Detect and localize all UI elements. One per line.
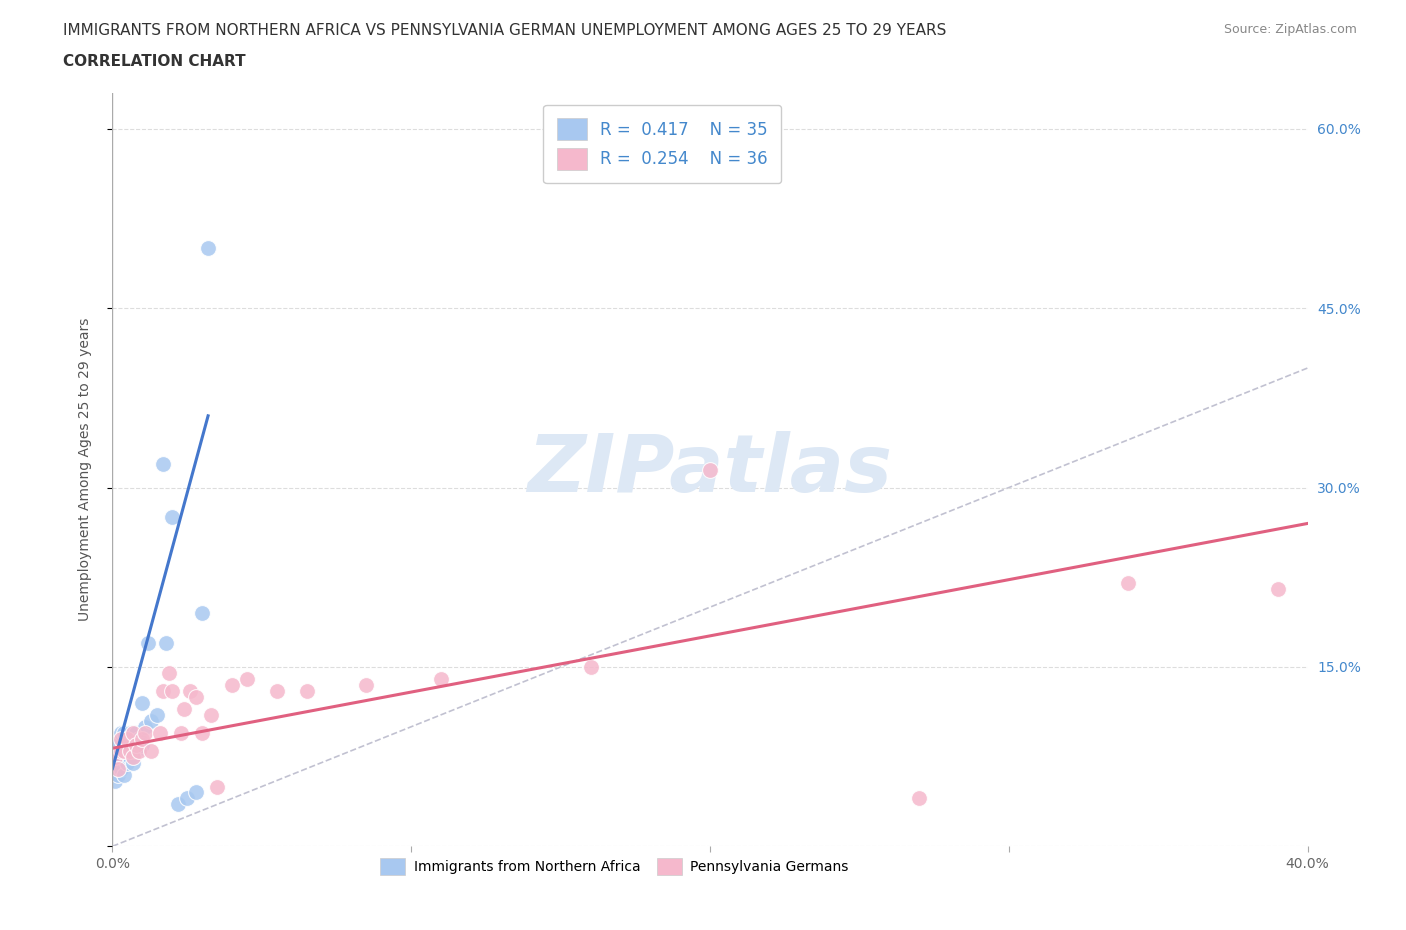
Point — [162, 510, 183, 525]
Text: IMMIGRANTS FROM NORTHERN AFRICA VS PENNSYLVANIA GERMAN UNEMPLOYMENT AMONG AGES 2: IMMIGRANTS FROM NORTHERN AFRICA VS PENNS… — [63, 23, 946, 38]
Point — [110, 761, 132, 776]
Point — [1267, 582, 1289, 597]
Point — [128, 743, 150, 758]
Point — [122, 750, 145, 764]
Point — [1118, 576, 1140, 591]
Point — [110, 731, 132, 746]
Point — [430, 671, 453, 686]
Point — [125, 725, 148, 740]
Point — [908, 791, 931, 806]
Point — [205, 779, 228, 794]
Point — [107, 767, 129, 782]
Point — [114, 743, 135, 758]
Point — [141, 743, 163, 758]
Point — [155, 635, 177, 650]
Point — [122, 737, 145, 752]
Point — [107, 737, 129, 752]
Point — [110, 725, 132, 740]
Point — [120, 743, 142, 758]
Point — [162, 684, 183, 698]
Y-axis label: Unemployment Among Ages 25 to 29 years: Unemployment Among Ages 25 to 29 years — [77, 318, 91, 621]
Point — [191, 605, 214, 620]
Point — [104, 750, 127, 764]
Point — [176, 791, 198, 806]
Point — [114, 767, 135, 782]
Point — [356, 677, 378, 692]
Point — [191, 725, 214, 740]
Point — [117, 731, 139, 746]
Point — [134, 719, 156, 734]
Point — [134, 725, 156, 740]
Point — [699, 462, 721, 477]
Text: CORRELATION CHART: CORRELATION CHART — [63, 54, 246, 69]
Point — [122, 725, 145, 740]
Point — [221, 677, 243, 692]
Point — [120, 750, 142, 764]
Point — [107, 750, 129, 764]
Point — [295, 684, 318, 698]
Point — [141, 713, 163, 728]
Point — [197, 241, 219, 256]
Point — [200, 708, 222, 723]
Point — [186, 689, 208, 704]
Point — [110, 743, 132, 758]
Point — [131, 731, 153, 746]
Point — [152, 457, 174, 472]
Point — [173, 701, 195, 716]
Point — [122, 755, 145, 770]
Point — [152, 684, 174, 698]
Point — [122, 725, 145, 740]
Point — [114, 743, 135, 758]
Point — [579, 659, 602, 674]
Point — [167, 797, 190, 812]
Point — [146, 708, 169, 723]
Point — [157, 666, 180, 681]
Point — [107, 761, 129, 776]
Point — [120, 725, 142, 740]
Point — [117, 755, 139, 770]
Point — [128, 731, 150, 746]
Point — [179, 684, 201, 698]
Point — [236, 671, 259, 686]
Text: Source: ZipAtlas.com: Source: ZipAtlas.com — [1223, 23, 1357, 36]
Point — [170, 725, 193, 740]
Point — [110, 743, 132, 758]
Point — [125, 743, 148, 758]
Point — [149, 725, 172, 740]
Point — [131, 696, 153, 711]
Point — [104, 750, 127, 764]
Point — [138, 635, 160, 650]
Point — [266, 684, 288, 698]
Point — [186, 785, 208, 800]
Point — [125, 737, 148, 752]
Point — [114, 725, 135, 740]
Text: ZIPatlas: ZIPatlas — [527, 431, 893, 509]
Point — [117, 731, 139, 746]
Point — [131, 737, 153, 752]
Legend: Immigrants from Northern Africa, Pennsylvania Germans: Immigrants from Northern Africa, Pennsyl… — [375, 853, 853, 881]
Point — [104, 773, 127, 788]
